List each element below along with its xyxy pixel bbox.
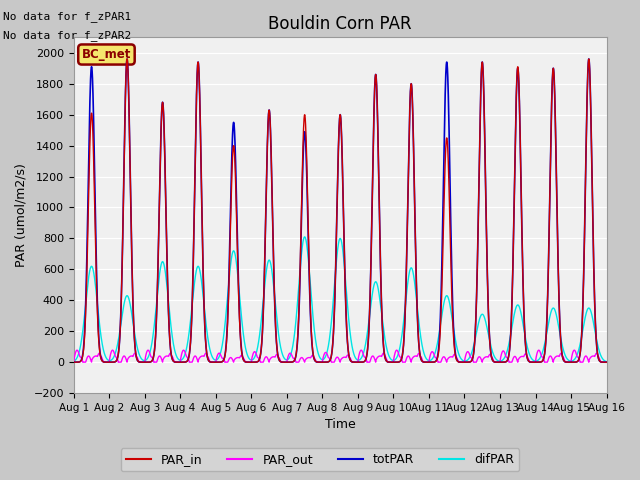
difPAR (603, 359, 611, 364)
PAR_in (70, 360, 77, 365)
PAR_in (485, 316, 493, 322)
Line: PAR_in: PAR_in (74, 59, 607, 362)
PAR_out (109, 347, 116, 353)
Y-axis label: PAR (umol/m2/s): PAR (umol/m2/s) (15, 163, 28, 267)
PAR_out (410, 354, 418, 360)
Line: totPAR: totPAR (74, 59, 607, 362)
totPAR (98, 357, 106, 362)
difPAR (410, 275, 418, 280)
PAR_in (98, 357, 106, 363)
PAR_out (470, 360, 478, 365)
totPAR (485, 316, 493, 322)
Line: PAR_out: PAR_out (74, 350, 607, 362)
Line: difPAR: difPAR (74, 237, 607, 361)
totPAR (506, 350, 513, 356)
totPAR (603, 360, 611, 365)
Legend: PAR_in, PAR_out, totPAR, difPAR: PAR_in, PAR_out, totPAR, difPAR (121, 448, 519, 471)
difPAR (485, 333, 493, 339)
PAR_in (410, 161, 418, 167)
PAR_out (70, 360, 77, 365)
X-axis label: Time: Time (324, 419, 356, 432)
Text: No data for f_zPAR2: No data for f_zPAR2 (3, 30, 131, 41)
totPAR (70, 360, 77, 365)
PAR_in (498, 360, 506, 365)
difPAR (70, 359, 77, 364)
Text: BC_met: BC_met (82, 48, 131, 61)
Text: No data for f_zPAR1: No data for f_zPAR1 (3, 11, 131, 22)
difPAR (506, 339, 513, 345)
difPAR (498, 358, 506, 363)
PAR_out (603, 360, 611, 365)
totPAR (410, 161, 418, 167)
PAR_in (603, 360, 611, 365)
PAR_out (485, 353, 493, 359)
totPAR (585, 56, 593, 62)
PAR_out (506, 360, 513, 365)
totPAR (498, 360, 506, 365)
difPAR (98, 337, 106, 343)
PAR_in (585, 56, 593, 62)
PAR_in (470, 345, 478, 351)
PAR_out (98, 354, 106, 360)
totPAR (470, 345, 478, 351)
PAR_out (498, 350, 506, 356)
difPAR (301, 234, 308, 240)
Title: Bouldin Corn PAR: Bouldin Corn PAR (268, 15, 412, 33)
difPAR (470, 340, 478, 346)
PAR_in (506, 349, 513, 355)
